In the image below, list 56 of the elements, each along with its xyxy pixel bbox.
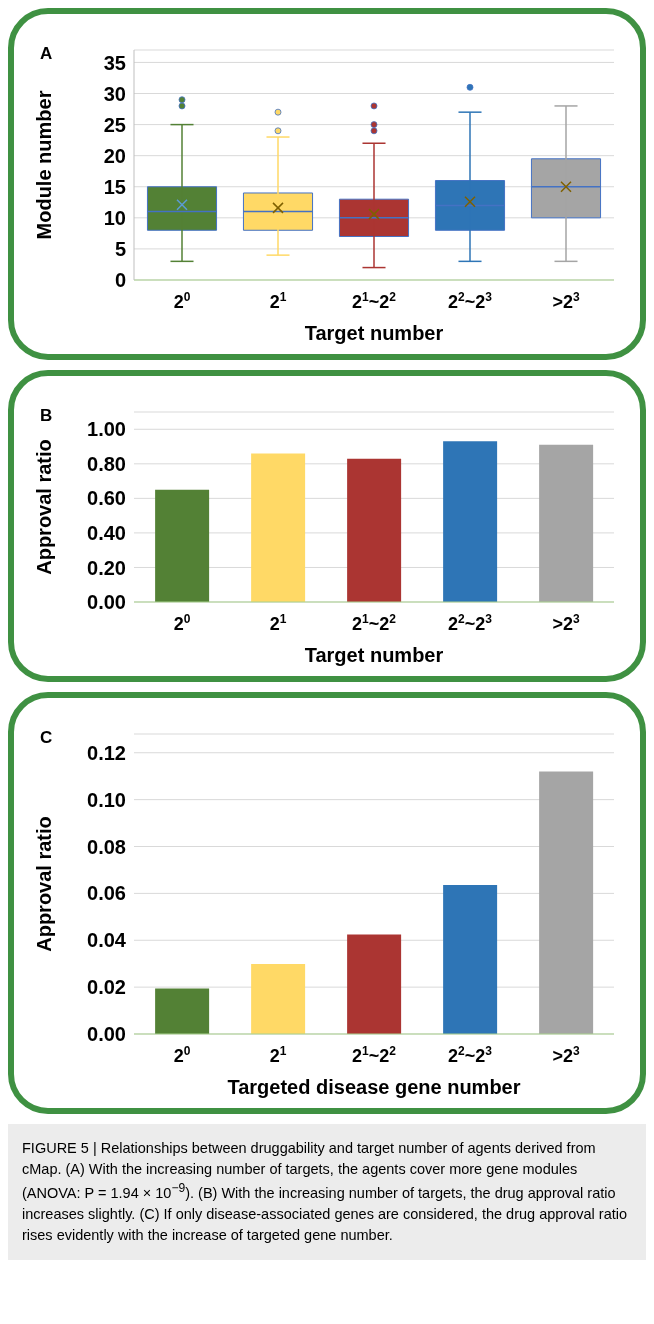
y-tick-label: 20 — [103, 144, 126, 167]
y-tick-label: 30 — [103, 82, 126, 105]
bar — [251, 963, 306, 1034]
y-tick-label: 1.00 — [87, 418, 126, 441]
bar — [539, 444, 594, 602]
bar — [539, 771, 594, 1034]
chart-title: B — [40, 406, 53, 426]
y-tick-label: 0.10 — [87, 788, 126, 811]
y-tick-label: 0.20 — [87, 556, 126, 579]
bar — [347, 458, 402, 602]
x-tick-label: 2$^{2}$~2$^{3}$ — [448, 290, 493, 312]
y-tick-label: 0.08 — [87, 835, 126, 858]
chart-title: A — [40, 44, 53, 64]
x-tick-label: 2$^{0}$ — [173, 1044, 191, 1066]
y-axis-title: Module number — [33, 90, 56, 240]
y-axis-title: Approval ratio — [33, 439, 56, 575]
bar — [251, 453, 306, 602]
y-tick-label: 5 — [114, 238, 126, 261]
bar — [443, 441, 498, 602]
x-tick-label: 2$^{1}$ — [269, 290, 287, 312]
y-tick-label: 0.06 — [87, 882, 126, 905]
x-axis-title: Targeted disease gene number — [227, 1076, 521, 1098]
bar — [443, 884, 498, 1034]
x-tick-label: 2$^{0}$ — [173, 612, 191, 634]
x-tick-label: 2$^{1}$ — [269, 612, 287, 634]
y-axis-title: Approval ratio — [33, 816, 56, 952]
y-tick-label: 0.40 — [87, 522, 126, 545]
chart-title: C — [40, 728, 53, 748]
y-tick-label: 0.04 — [87, 929, 127, 952]
y-tick-label: 15 — [103, 175, 126, 198]
x-tick-label: 2$^{1}$~2$^{2}$ — [352, 290, 397, 312]
x-tick-label: 2$^{1}$ — [269, 1044, 287, 1066]
y-tick-label: 0 — [114, 269, 126, 292]
x-axis-title: Target number — [304, 322, 444, 344]
x-tick-label: >2$^{3}$ — [552, 612, 580, 634]
y-tick-label: 10 — [103, 206, 126, 229]
x-tick-label: 2$^{1}$~2$^{2}$ — [352, 612, 397, 634]
x-axis-title: Target number — [304, 644, 444, 666]
x-tick-label: 2$^{2}$~2$^{3}$ — [448, 612, 493, 634]
x-tick-label: 2$^{2}$~2$^{3}$ — [448, 1044, 493, 1066]
y-tick-label: 0.02 — [87, 976, 126, 999]
x-tick-label: >2$^{3}$ — [552, 290, 580, 312]
y-tick-label: 25 — [103, 113, 126, 136]
bar — [155, 489, 210, 602]
y-tick-label: 0.00 — [87, 1023, 126, 1046]
y-tick-label: 0.80 — [87, 452, 126, 475]
y-tick-label: 35 — [103, 51, 126, 74]
bar — [155, 988, 210, 1034]
y-tick-label: 0.00 — [87, 591, 126, 614]
x-tick-label: 2$^{0}$ — [173, 290, 191, 312]
x-tick-label: 2$^{1}$~2$^{2}$ — [352, 1044, 397, 1066]
bar — [347, 934, 402, 1034]
caption: FIGURE 5 | Relationships between druggability and target number of agents derived from cMap. (A) With the increasing number of targets, the agents cover more gene modules (ANOVA: P = 1.94 × 10$^{−9}$). (B) With the increasing number of targets, the drug approval ratio increases slightly. (C) If only disease-associated genes are considered, the drug approval ratio rises evidently with the increase of targeted gene number. — [8, 1124, 646, 1260]
y-tick-label: 0.60 — [87, 487, 126, 510]
y-tick-label: 0.12 — [87, 741, 126, 764]
x-tick-label: >2$^{3}$ — [552, 1044, 580, 1066]
